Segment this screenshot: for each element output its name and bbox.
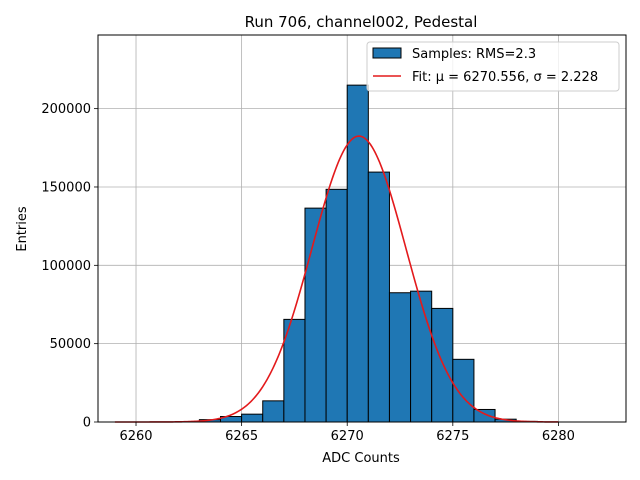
histogram-bar: [304, 207, 327, 423]
histogram-bar: [388, 292, 412, 423]
y-tick-label: 100000: [41, 259, 91, 274]
y-axis-label: Entries: [15, 206, 30, 252]
x-tick-label: 6260: [119, 429, 152, 444]
histogram-bar: [325, 188, 348, 423]
x-tick-label: 6270: [331, 429, 364, 444]
legend: Samples: RMS=2.3 Fit: μ = 6270.556, σ = …: [366, 41, 620, 92]
legend-box: [366, 41, 620, 92]
legend-samples-label: Samples: RMS=2.3: [412, 47, 536, 62]
y-axis-ticks: 0 50000 100000 150000 200000: [41, 102, 98, 431]
x-tick-label: 6280: [542, 429, 575, 444]
histogram-bar: [367, 171, 390, 423]
chart-title: Run 706, channel002, Pedestal: [245, 13, 478, 31]
histogram-bar: [473, 408, 496, 423]
x-axis-ticks: 6260 6265 6270 6275 6280: [119, 422, 575, 444]
plot-frame: [97, 34, 627, 423]
x-tick-label: 6265: [225, 429, 258, 444]
y-tick-label: 50000: [50, 337, 91, 352]
histogram-bar: [452, 358, 475, 423]
y-tick-label: 200000: [41, 102, 91, 117]
histogram-bar: [410, 290, 433, 423]
histogram-bars: [198, 84, 538, 423]
legend-fit-label: Fit: μ = 6270.556, σ = 2.228: [412, 70, 598, 85]
x-axis-label: ADC Counts: [322, 451, 400, 466]
histogram-bar: [431, 307, 454, 423]
y-tick-label: 150000: [41, 180, 91, 195]
legend-samples-swatch: [372, 47, 402, 59]
histogram-bar: [241, 413, 264, 423]
x-tick-label: 6275: [436, 429, 469, 444]
histogram-bar: [262, 400, 285, 423]
y-tick-label: 0: [83, 416, 91, 431]
